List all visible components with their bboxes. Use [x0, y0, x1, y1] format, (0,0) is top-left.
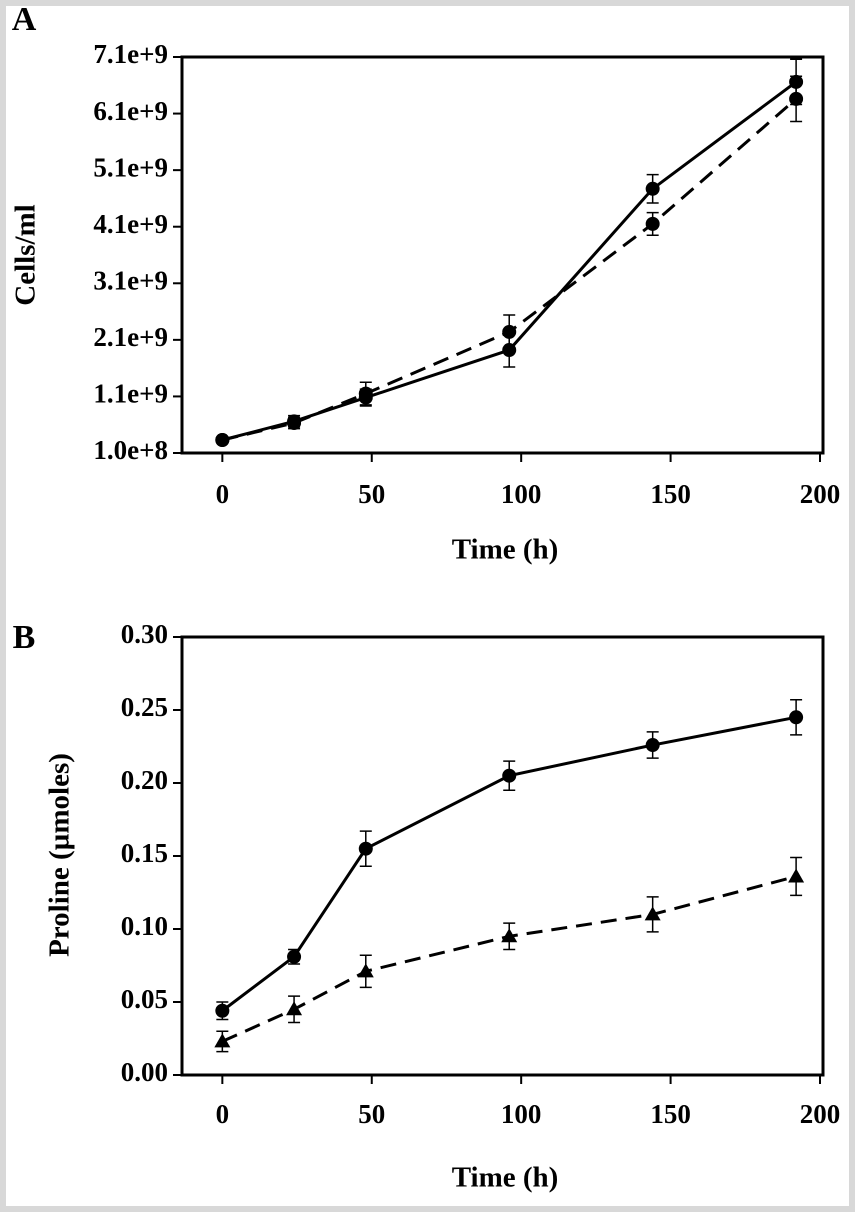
y-tick-label: 0.30 — [121, 619, 168, 649]
marker — [502, 324, 517, 339]
marker — [357, 963, 374, 978]
x-tick-label: 50 — [358, 1099, 385, 1129]
y-tick-label: 0.00 — [121, 1057, 168, 1087]
y-tick-label: 0.20 — [121, 765, 168, 795]
marker — [358, 841, 373, 856]
y-tick-label: 1.1e+9 — [93, 379, 168, 409]
y-tick-label: 0.10 — [121, 911, 168, 941]
marker — [788, 868, 805, 883]
marker — [358, 386, 373, 401]
marker — [287, 949, 302, 964]
x-tick-label: 200 — [800, 479, 841, 509]
x-axis-title: Time (h) — [452, 1162, 559, 1194]
marker — [214, 1033, 231, 1048]
y-axis-title: Proline (µmoles) — [44, 753, 76, 957]
x-tick-label: 100 — [501, 479, 542, 509]
x-tick-label: 50 — [358, 479, 385, 509]
panel-label: A — [12, 1, 37, 38]
x-tick-label: 150 — [650, 479, 691, 509]
marker — [645, 216, 660, 231]
marker — [645, 738, 660, 753]
y-tick-label: 6.1e+9 — [93, 96, 168, 126]
marker — [215, 432, 230, 447]
y-tick-label: 0.15 — [121, 838, 168, 868]
marker — [502, 343, 517, 358]
marker — [215, 1003, 230, 1018]
panel-label: B — [13, 619, 36, 656]
marker — [501, 928, 518, 943]
y-tick-label: 0.05 — [121, 984, 168, 1014]
series-line — [221, 715, 797, 1012]
x-tick-label: 150 — [650, 1099, 691, 1129]
y-tick-label: 3.1e+9 — [93, 265, 168, 295]
y-tick-label: 4.1e+9 — [93, 209, 168, 239]
marker — [789, 710, 804, 725]
marker — [287, 416, 302, 431]
marker — [502, 768, 517, 783]
marker — [644, 906, 661, 921]
plot-area — [180, 55, 825, 455]
y-tick-label: 0.25 — [121, 692, 168, 722]
x-tick-label: 0 — [216, 1099, 230, 1129]
marker — [789, 91, 804, 106]
y-tick-label: 7.1e+9 — [93, 39, 168, 69]
series-line — [221, 97, 798, 442]
x-axis-title: Time (h) — [452, 534, 559, 566]
marker — [286, 1001, 303, 1016]
y-tick-label: 1.0e+8 — [93, 435, 168, 465]
y-tick-label: 2.1e+9 — [93, 322, 168, 352]
x-tick-label: 0 — [216, 479, 230, 509]
series-line — [221, 874, 797, 1043]
x-tick-label: 100 — [501, 1099, 542, 1129]
y-axis-title: Cells/ml — [10, 204, 42, 306]
marker — [645, 181, 660, 196]
x-tick-label: 200 — [800, 1099, 841, 1129]
y-tick-label: 5.1e+9 — [93, 152, 168, 182]
